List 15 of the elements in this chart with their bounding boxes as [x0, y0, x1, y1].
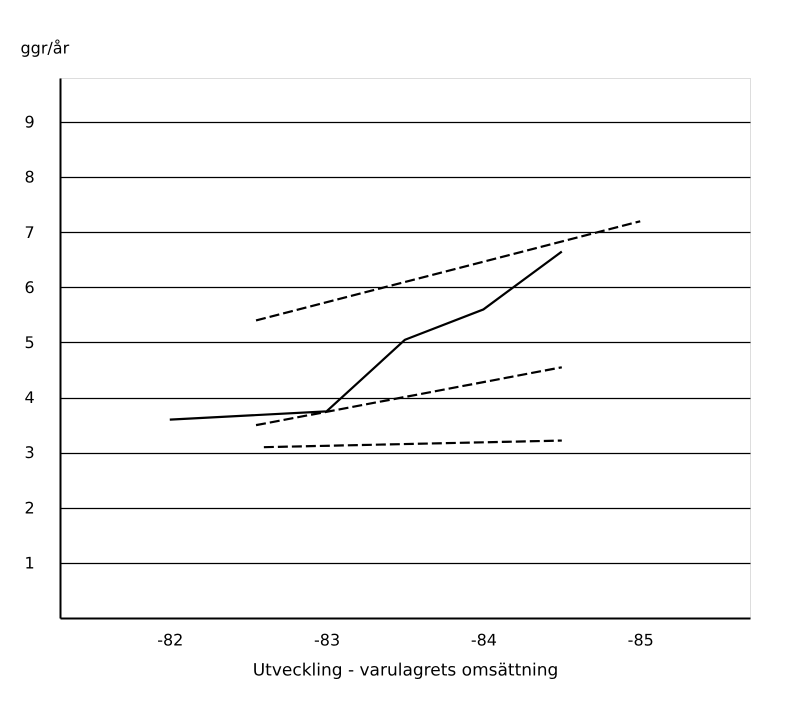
y-tick-label: 9	[24, 112, 35, 132]
x-tick-label: -83	[314, 630, 340, 650]
y-tick-label: 7	[24, 222, 35, 242]
y-tick-label: 2	[24, 498, 35, 518]
x-tick-label: -84	[470, 630, 497, 650]
y-tick-label: 3	[24, 443, 35, 462]
x-axis-title: Utveckling - varulagrets omsättning	[252, 660, 558, 680]
y-tick-label: 8	[24, 168, 35, 187]
y-tick-label: 5	[24, 332, 35, 352]
y-tick-label: 6	[24, 278, 35, 297]
y-tick-label: 4	[24, 388, 35, 408]
y-axis-title: ggr/år	[20, 38, 70, 58]
x-tick-label: -82	[157, 630, 184, 650]
x-tick-label: -85	[628, 630, 654, 650]
y-tick-label: 1	[24, 553, 35, 572]
